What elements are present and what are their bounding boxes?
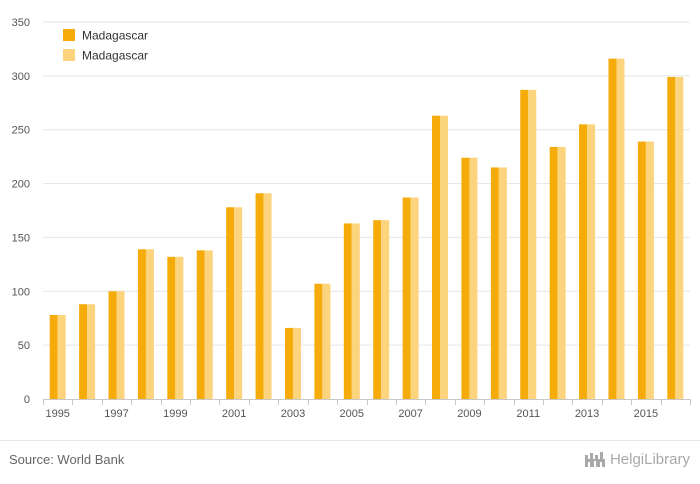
bar[interactable] [79,304,88,399]
source-note: Source: World Bank [9,452,125,467]
bar[interactable] [322,283,331,399]
bar[interactable] [116,291,125,399]
bar[interactable] [637,141,646,399]
helgi-library-logo[interactable]: HelgiLibrary [584,450,690,468]
bar[interactable] [314,283,323,399]
bar[interactable] [432,115,441,399]
bar[interactable] [616,58,625,399]
bar[interactable] [608,58,617,399]
bar[interactable] [440,115,449,399]
legend-swatch [63,29,75,41]
bar[interactable] [145,249,154,399]
bar[interactable] [234,207,243,399]
bar[interactable] [528,89,537,400]
bar[interactable] [557,146,566,399]
x-tick-label: 2001 [222,408,246,420]
bar[interactable] [284,327,293,399]
bar[interactable] [57,314,66,399]
bar[interactable] [373,220,382,399]
bar[interactable] [667,76,676,399]
bar[interactable] [263,193,272,399]
x-tick-label: 2013 [575,408,599,420]
bar[interactable] [587,124,596,399]
y-tick-label: 250 [12,125,30,137]
bar[interactable] [175,256,184,399]
helgi-library-castle-icon [584,452,605,467]
bar[interactable] [292,327,301,399]
x-tick-label: 2009 [457,408,481,420]
legend-label[interactable]: Madagascar [82,49,148,63]
bar[interactable] [469,157,478,399]
bar[interactable] [137,249,146,399]
footer: Source: World Bank HelgiLibrary [0,440,700,484]
bar[interactable] [87,304,96,399]
bar[interactable] [579,124,588,399]
y-tick-label: 200 [12,179,30,191]
x-tick-label: 2011 [516,408,540,420]
logo-text: HelgiLibrary [609,450,690,468]
x-tick-label: 1997 [104,408,128,420]
x-tick-label: 1999 [163,408,187,420]
bar[interactable] [343,223,352,399]
y-axis: 0 50 100 150 200 250 300 350 [12,17,30,406]
bar[interactable] [410,197,419,399]
bar[interactable] [675,76,684,399]
x-tick-label: 1995 [45,408,69,420]
bar[interactable] [255,193,264,399]
bar[interactable] [167,256,176,399]
bar[interactable] [645,141,654,399]
bar[interactable] [490,167,499,399]
x-axis: 1995 1997 1999 2001 2003 2005 2007 2009 2011 2013… [43,399,691,420]
x-tick-label: 2005 [340,408,364,420]
legend-swatch [63,49,75,61]
y-tick-label: 100 [12,286,30,298]
y-tick-label: 0 [24,394,30,406]
bars [49,58,684,400]
bar[interactable] [381,220,390,399]
bar[interactable] [520,89,529,400]
bar[interactable] [498,167,507,399]
x-tick-label: 2003 [281,408,305,420]
x-tick-label: 2015 [634,408,658,420]
bar[interactable] [49,314,58,399]
bar-chart: 0 50 100 150 200 250 300 350 1995 1997 1999 2001 20… [12,17,691,420]
x-tick-label: 2007 [398,408,422,420]
legend-label[interactable]: Madagascar [82,29,148,43]
bar[interactable] [351,223,360,399]
bar[interactable] [196,250,205,399]
bar[interactable] [226,207,235,399]
bar[interactable] [204,250,213,399]
y-tick-label: 50 [18,340,30,352]
y-tick-label: 150 [12,232,30,244]
bar[interactable] [549,146,558,399]
bar[interactable] [461,157,470,399]
y-tick-label: 300 [12,71,30,83]
legend: Madagascar Madagascar [63,29,148,63]
y-tick-label: 350 [12,17,30,29]
bar[interactable] [402,197,411,399]
bar[interactable] [108,291,117,399]
